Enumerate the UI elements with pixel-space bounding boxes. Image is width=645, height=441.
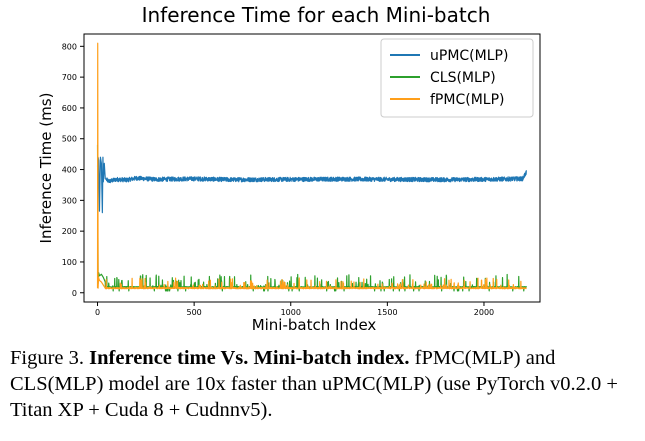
y-tick-label: 800 [62,42,77,51]
x-axis-ticks: 0 500 1000 1500 2000 [95,302,494,317]
caption-prefix: Figure 3. [10,347,90,369]
x-tick-label: 2000 [474,308,494,317]
y-tick-label: 700 [62,73,77,82]
y-tick-label: 0 [72,289,77,298]
legend-box [380,38,534,118]
y-tick-label: 400 [62,166,77,175]
y-tick-label: 500 [62,135,77,144]
caption-bold: Inference time Vs. Mini-batch index. [89,347,410,369]
inference-time-chart: Inference Time for each Mini-batch 0 500 1… [37,3,541,334]
series-line-fpmc-mlp [96,42,527,290]
legend-label: uPMC(MLP) [430,48,508,64]
x-tick-label: 1000 [281,308,301,317]
x-tick-label: 500 [186,308,201,317]
chart-title: Inference Time for each Mini-batch [142,3,491,27]
legend-label: fPMC(MLP) [430,92,504,108]
y-tick-label: 300 [62,196,77,205]
y-axis-label: Inference Time (ms) [37,93,55,244]
plot-frame [83,33,541,303]
series-line-upmc-mlp [96,156,527,214]
plot-area [96,42,528,292]
series-line-cls-mlp [96,144,528,292]
y-tick-label: 100 [62,258,77,267]
x-tick-label: 1500 [377,308,397,317]
legend-label: CLS(MLP) [430,70,496,86]
figure-caption: Figure 3. Inference time Vs. Mini-batch … [10,345,640,423]
caption-rest: fPMC(MLP) and CLS(MLP) model are 10x fas… [10,347,618,421]
y-tick-label: 600 [62,104,77,113]
y-tick-label: 200 [62,227,77,236]
legend: uPMC(MLP) CLS(MLP) fPMC(MLP) [380,38,534,118]
x-tick-label: 0 [95,308,100,317]
x-axis-label: Mini-batch Index [252,316,377,334]
y-axis-ticks: 0 100 200 300 400 500 600 700 800 [62,42,84,298]
